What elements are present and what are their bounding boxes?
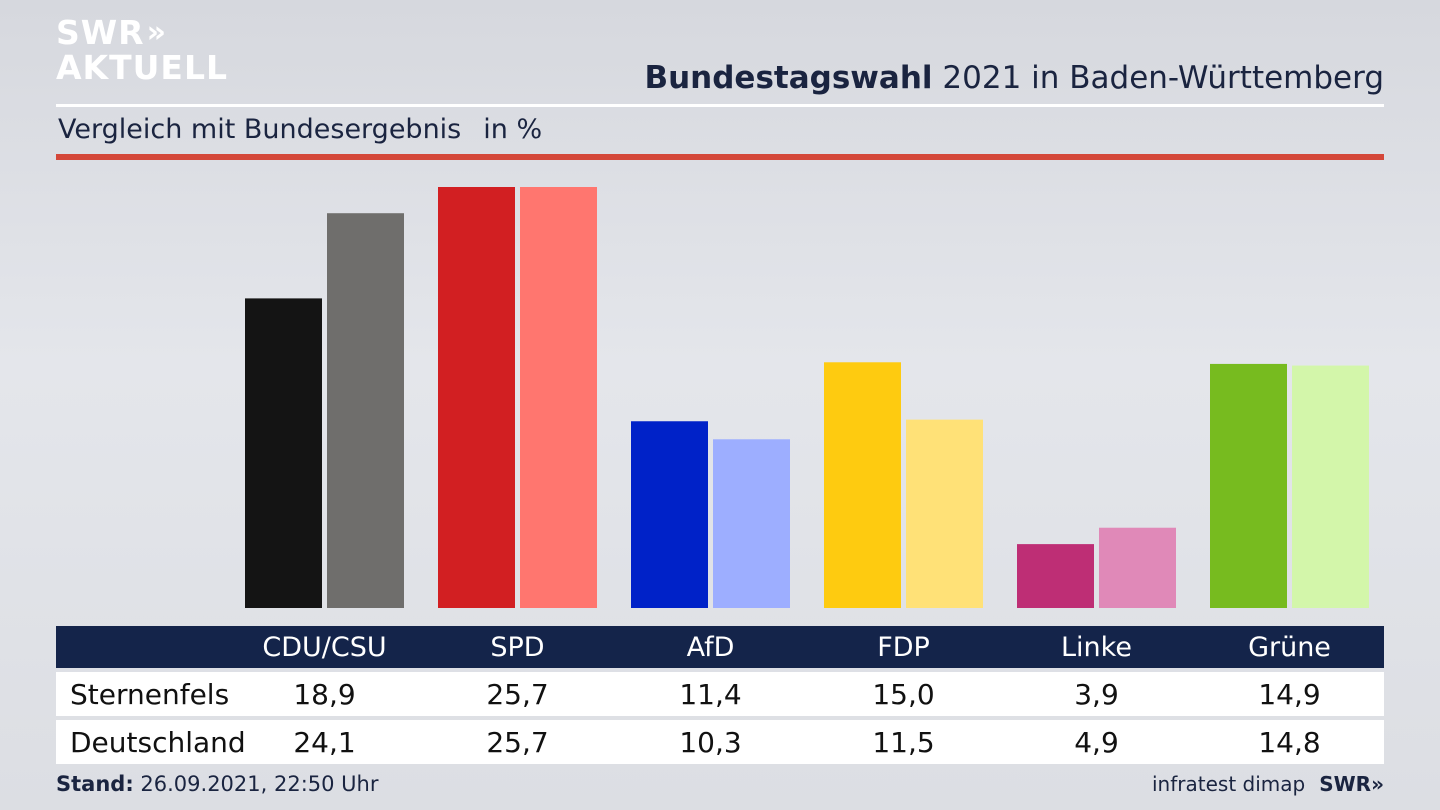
bar-linke-sternenfels [1017,544,1094,608]
logo-aktuell-text: AKTUELL [56,48,229,87]
table-cell-value: 14,8 [1258,725,1321,759]
bar-afd-deutschland [713,439,790,608]
table-row-deutschland: Deutschland 24,1 25,7 10,3 11,5 4,9 14,8 [56,720,1384,764]
table-cell-value: 4,9 [1074,725,1119,759]
unit-label: in % [483,114,543,145]
logo-swr-text: SWR [56,13,145,52]
table-cell-value: 25,7 [486,725,549,759]
table-cell-value: 15,0 [872,677,935,711]
stand-label: Stand: [56,772,134,796]
table-cell-value: 24,1 [293,725,356,759]
bar-afd-sternenfels [631,421,708,608]
subtitle-text: Vergleich mit Bundesergebnis [58,114,462,145]
bar-linke-deutschland [1099,527,1176,608]
footer-swr-text: SWR [1319,772,1372,796]
bar-chart [245,187,1369,608]
header-divider [56,104,1384,107]
subtitle-divider [56,154,1384,160]
page-title: Bundestagswahl 2021 in Baden-Württemberg [644,60,1384,96]
bar-fdp-deutschland [906,419,983,608]
bar-spd-deutschland [520,187,597,608]
footer-chevrons-icon: » [1371,772,1384,796]
bar-cdu-csu-sternenfels [245,298,322,608]
column-header: AfD [686,631,735,663]
bar-grüne-deutschland [1292,365,1369,608]
footer-swr-logo: SWR» [1319,772,1384,796]
swr-aktuell-logo: SWR» AKTUELL [56,16,228,84]
table-cell-value: 14,9 [1258,677,1321,711]
table-cell-value: 10,3 [679,725,742,759]
table-header-row: CDU/CSU SPD AfD FDP Linke Grüne [56,626,1384,668]
row-label-deutschland: Deutschland [70,725,246,759]
bar-cdu-csu-deutschland [327,213,404,608]
column-header: SPD [490,631,545,663]
stand-value: 26.09.2021, 22:50 Uhr [133,772,379,796]
table-cell-value: 11,4 [679,677,742,711]
table-cell-value: 25,7 [486,677,549,711]
column-header: FDP [877,631,930,663]
source-text: infratest dimap [1152,772,1306,796]
column-header: Linke [1061,631,1132,663]
table-cell-value: 3,9 [1074,677,1119,711]
bar-spd-sternenfels [438,187,515,608]
column-header: CDU/CSU [262,631,387,663]
title-rest: 2021 in Baden-Württemberg [932,60,1384,96]
source-credit: infratest dimap SWR» [1152,772,1384,796]
column-header: Grüne [1248,631,1331,663]
table-cell-value: 11,5 [872,725,935,759]
bar-fdp-sternenfels [824,362,901,608]
subtitle: Vergleich mit Bundesergebnis in % [58,114,542,145]
table-row-sternenfels: Sternenfels 18,9 25,7 11,4 15,0 3,9 14,9 [56,672,1384,716]
table-cell-value: 18,9 [293,677,356,711]
results-table: CDU/CSU SPD AfD FDP Linke Grüne Sternenfels 1… [56,626,1384,764]
timestamp: Stand: 26.09.2021, 22:50 Uhr [56,772,379,796]
row-label-sternenfels: Sternenfels [70,677,230,711]
title-bold: Bundestagswahl [644,60,933,96]
bar-grüne-sternenfels [1210,363,1287,608]
